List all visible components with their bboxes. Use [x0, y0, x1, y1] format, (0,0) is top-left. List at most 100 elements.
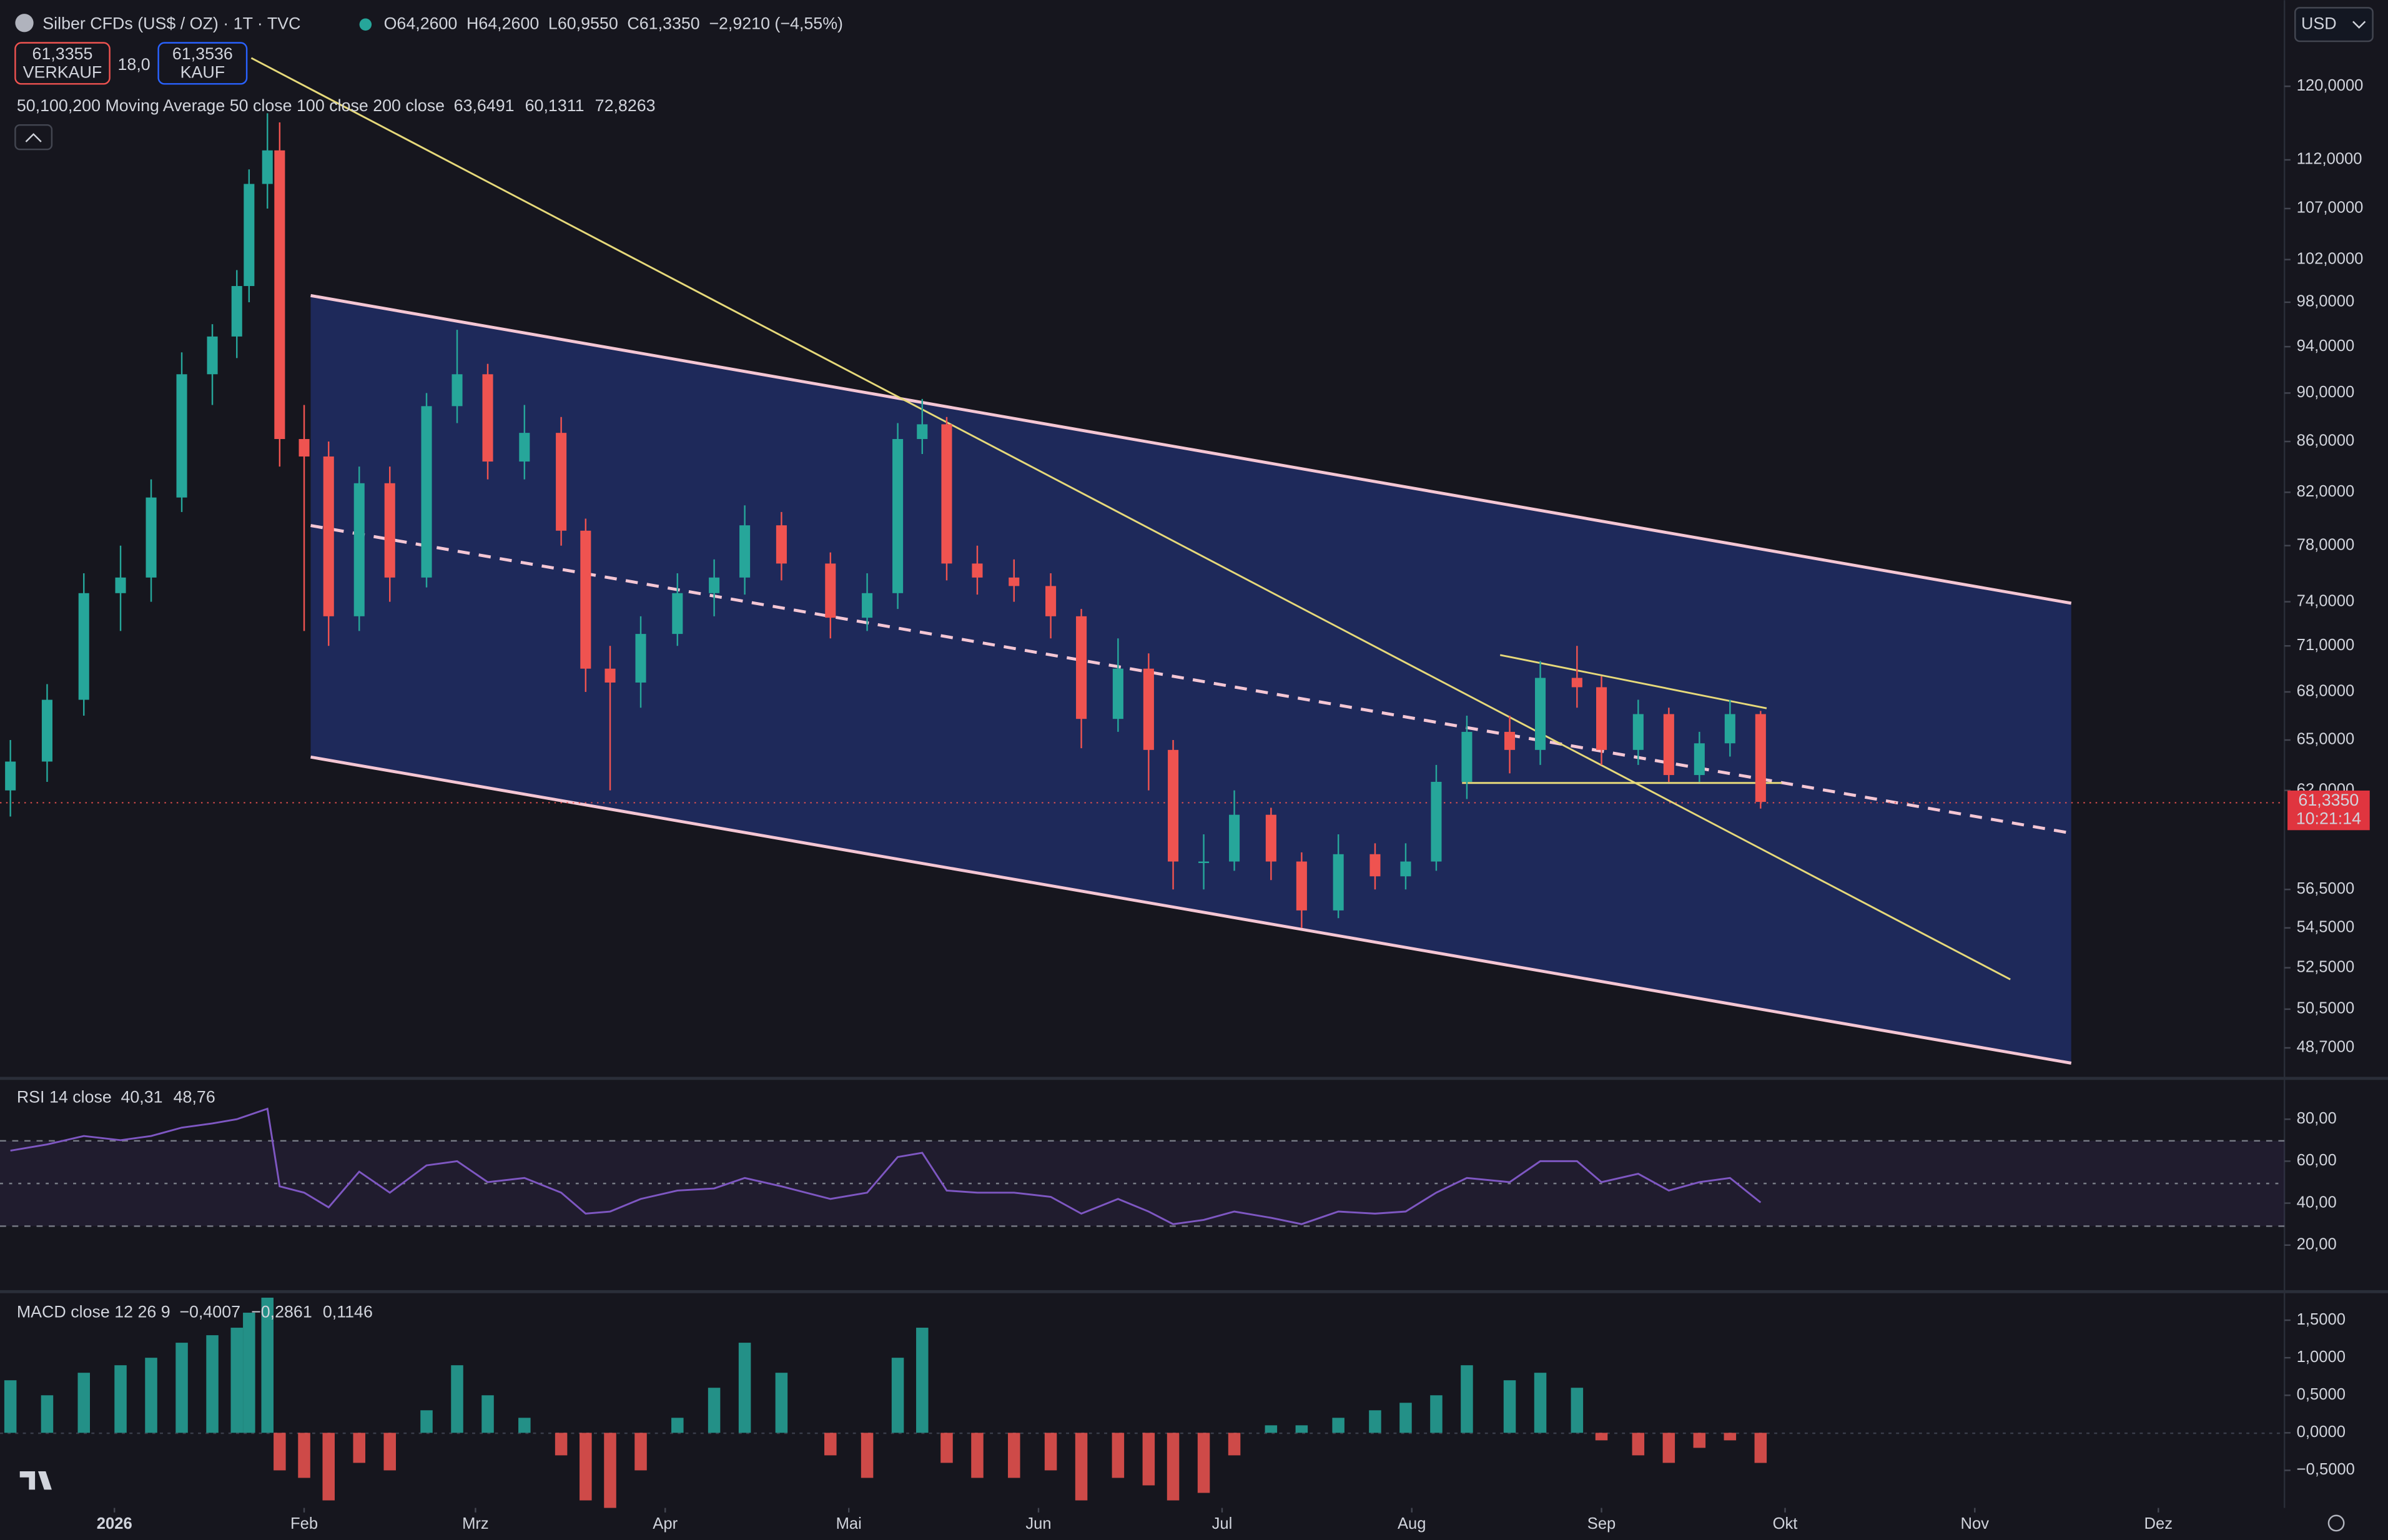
macd-bar — [708, 1388, 721, 1433]
candle-body — [1632, 714, 1644, 750]
currency-button[interactable] — [2294, 7, 2374, 42]
macd-bar — [451, 1365, 463, 1433]
y-tick-label: 86,0000 — [2297, 432, 2355, 450]
candle-body — [917, 424, 928, 440]
macd-bar — [4, 1380, 17, 1433]
macd-bar — [145, 1358, 157, 1433]
macd-bar — [41, 1395, 54, 1433]
candle-body — [353, 483, 365, 616]
buy-button[interactable] — [157, 42, 248, 85]
candle-body — [825, 563, 836, 618]
candle-body — [1724, 714, 1735, 744]
ohlc: O64,2600 H64,2600 L60,9550 C61,3350 −2,9210 … — [384, 14, 843, 32]
x-tick-label: Jun — [1025, 1515, 1051, 1533]
x-tick-label: Aug — [1398, 1515, 1426, 1533]
macd-bar — [1461, 1365, 1473, 1433]
macd-bar — [1571, 1388, 1584, 1433]
macd-bar — [1503, 1380, 1516, 1433]
candle-body — [1369, 854, 1381, 877]
symbol-title: Silber CFDs (US$ / OZ) · 1T · TVC — [42, 14, 300, 32]
candle-body — [231, 286, 242, 337]
legend-value: 48,76 — [174, 1088, 215, 1107]
macd-bar — [353, 1433, 365, 1463]
candle-body — [1168, 749, 1179, 862]
candle-body — [1296, 861, 1307, 911]
candle-body — [244, 184, 255, 287]
y-tick-label: 82,0000 — [2297, 483, 2355, 500]
y-tick-label: 94,0000 — [2297, 337, 2355, 355]
settings-icon[interactable] — [2327, 1514, 2345, 1532]
y-tick-label: 74,0000 — [2297, 592, 2355, 610]
sell-label: VERKAUF — [23, 62, 102, 81]
candle-body — [1755, 714, 1766, 802]
macd-bar — [1008, 1433, 1020, 1478]
macd-values: −0,4007 −0,2861 0,1146 — [179, 1303, 373, 1321]
macd-bar — [824, 1433, 837, 1456]
candle-body — [146, 497, 157, 578]
macd-bar — [1693, 1433, 1706, 1448]
candle-body — [262, 150, 273, 184]
macd-bar — [604, 1433, 616, 1508]
macd-bar — [891, 1358, 904, 1433]
sell-button[interactable] — [14, 42, 111, 85]
y-tick-label: −0,5000 — [2297, 1461, 2355, 1478]
macd-bar — [971, 1433, 984, 1478]
candle-body — [421, 406, 432, 578]
y-tick-label: 0,0000 — [2297, 1423, 2346, 1441]
data-layer: 2026 Feb Mrz Apr Mai Jun Jul Aug Sep Okt Nov Dez 120… — [4, 77, 2363, 1533]
candle-body — [274, 150, 285, 440]
candle-body — [1229, 814, 1240, 862]
candle-body — [556, 433, 567, 531]
ma-values: 63,6491 60,1311 72,8263 — [454, 96, 656, 115]
macd-bar — [77, 1373, 91, 1433]
candle-body — [1663, 714, 1674, 776]
y-tick-label: 40,00 — [2297, 1193, 2337, 1211]
candle-body — [739, 525, 751, 578]
candle-body — [1596, 687, 1607, 750]
macd-bar — [230, 1328, 243, 1433]
x-tick-label: Sep — [1587, 1515, 1616, 1533]
candle-body — [1076, 616, 1087, 719]
y-tick-label: 65,0000 — [2297, 731, 2355, 748]
price-tag — [2287, 790, 2370, 831]
status-dot — [359, 18, 372, 31]
y-tick-label: 0,5000 — [2297, 1386, 2346, 1403]
x-tick-label: Mai — [836, 1515, 862, 1533]
symbol-icon — [15, 14, 34, 32]
y-tick-label: 56,5000 — [2297, 880, 2355, 897]
macd-bar — [1754, 1433, 1767, 1463]
macd-bar — [1295, 1425, 1308, 1433]
candle-body — [1198, 861, 1210, 863]
rsi-line — [10, 1107, 1762, 1225]
trend-line — [250, 57, 2011, 980]
sell-price: 61,3355 — [32, 44, 93, 63]
candle-body — [176, 374, 187, 498]
rsi-legend: RSI 14 close — [17, 1088, 112, 1107]
candle-body — [1535, 678, 1546, 750]
macd-bar — [1197, 1433, 1210, 1493]
macd-bar — [634, 1433, 647, 1471]
candle-body — [892, 439, 904, 593]
candle-body — [384, 483, 395, 578]
spread: 18,0 — [118, 55, 150, 74]
candle-body — [672, 593, 683, 634]
legend-value: 60,1311 — [525, 96, 585, 115]
channel-fill — [310, 295, 2071, 1064]
macd-bar — [1430, 1395, 1443, 1433]
macd-bar — [1724, 1433, 1737, 1441]
candle-body — [1009, 577, 1020, 586]
candle-body — [862, 593, 873, 618]
ohlc-value: C61,3350 — [627, 14, 699, 32]
channel-top — [310, 294, 2072, 605]
macd-bar — [555, 1433, 568, 1456]
candle-body — [1045, 586, 1057, 616]
y-tick-label: 78,0000 — [2297, 536, 2355, 553]
macd-bar — [1112, 1433, 1125, 1478]
macd-bar — [206, 1335, 219, 1433]
candle-body — [41, 699, 52, 762]
macd-bar — [518, 1418, 531, 1433]
candle-body — [776, 525, 787, 564]
collapse-button[interactable] — [14, 124, 53, 151]
candle-body — [298, 439, 310, 457]
